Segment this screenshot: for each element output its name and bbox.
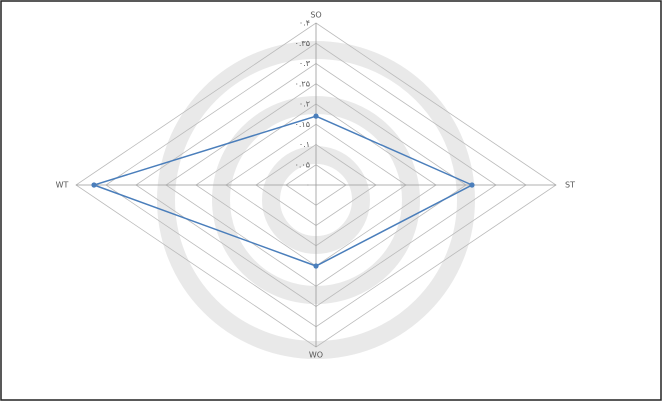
point xyxy=(313,113,319,119)
r-tick-label: ۰.۰۵ xyxy=(295,160,310,169)
point xyxy=(91,182,97,188)
r-tick-label: ۰.۴ xyxy=(299,19,310,28)
r-tick-label: ۰.۱ xyxy=(299,140,310,149)
axis-label: ST xyxy=(565,181,575,190)
axis-label: WO xyxy=(309,351,323,360)
r-tick-label: ۰.۲۵ xyxy=(295,79,310,88)
axis-label: SO xyxy=(310,11,321,20)
r-tick-label: ۰.۳۵ xyxy=(295,39,310,48)
r-tick-label: ۰.۲ xyxy=(299,100,310,109)
point xyxy=(313,263,319,269)
r-tick-label: ۰.۱۵ xyxy=(295,120,310,129)
axis-label: WT xyxy=(56,181,69,190)
point xyxy=(469,182,475,188)
r-tick-label: ۰.۳ xyxy=(299,59,311,68)
